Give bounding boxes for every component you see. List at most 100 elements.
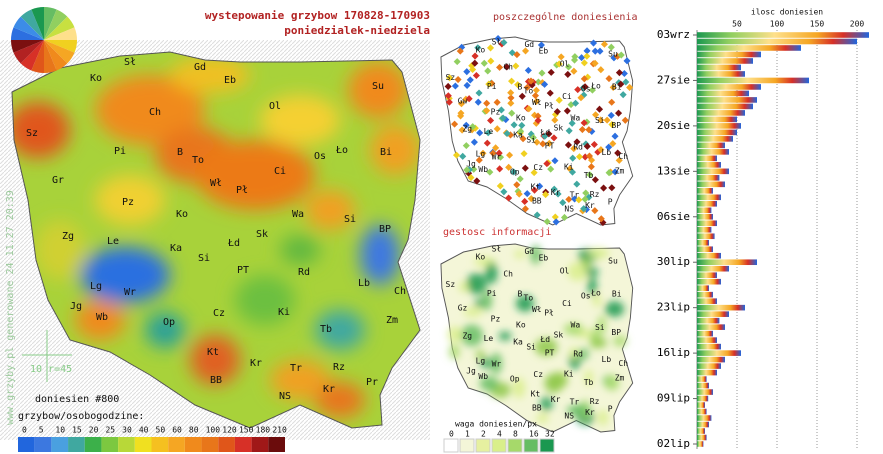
density-blob: [512, 377, 526, 399]
report-marker: [609, 140, 617, 148]
x-tick-label: 200: [850, 20, 865, 29]
bar: [697, 330, 713, 337]
city-label: BB: [210, 375, 222, 386]
city-label: PT: [545, 142, 555, 151]
report-marker: [452, 151, 461, 159]
legend-swatch: [51, 437, 69, 452]
report-marker: [466, 76, 474, 84]
legend-title: grzybow/osobogodzine:: [18, 411, 144, 422]
density-blob: [585, 267, 599, 277]
legend-swatch: [491, 438, 507, 453]
report-marker: [597, 146, 605, 154]
report-marker: [470, 138, 478, 146]
bar: [697, 239, 709, 246]
report-marker: [521, 197, 529, 206]
city-label: Kr: [323, 384, 335, 395]
report-marker: [578, 54, 586, 62]
legend-swatch: [201, 437, 219, 452]
density-blob: [475, 350, 486, 360]
report-marker: [499, 114, 507, 122]
report-marker: [568, 119, 576, 127]
legend-tick: 4: [497, 430, 502, 439]
bar: [697, 32, 869, 38]
city-label: BB: [532, 197, 542, 206]
report-marker: [589, 39, 598, 47]
report-marker: [617, 80, 625, 88]
legend-swatch: [251, 437, 269, 452]
density-blob: [540, 396, 553, 412]
report-marker: [533, 211, 541, 219]
report-marker: [503, 63, 511, 71]
city-label: Bi: [612, 83, 622, 92]
city-label: Cz: [533, 370, 543, 379]
city-label: Ka: [513, 338, 523, 347]
report-marker: [547, 68, 555, 76]
report-marker: [565, 127, 573, 135]
bar: [697, 343, 721, 350]
report-marker: [534, 116, 542, 125]
report-marker: [588, 86, 596, 94]
city-label: Ka: [513, 131, 523, 140]
bar: [697, 51, 761, 58]
density-blob: [569, 347, 579, 360]
legend-tick: 32: [545, 430, 555, 439]
legend-tick: 0: [22, 426, 27, 435]
city-label: Cz: [213, 308, 225, 319]
bar: [697, 272, 717, 279]
report-marker: [469, 65, 477, 74]
legend-tick: 8: [513, 430, 518, 439]
report-marker: [580, 205, 588, 213]
report-marker: [462, 121, 470, 129]
density-blob: [463, 307, 483, 317]
city-label: Si: [526, 136, 536, 145]
report-count: doniesien #800: [35, 394, 119, 405]
report-marker: [554, 190, 562, 198]
report-marker: [494, 34, 502, 43]
report-marker: [521, 205, 529, 213]
legend-swatch: [218, 437, 235, 452]
city-label: Ło: [590, 289, 601, 298]
report-marker: [451, 82, 459, 90]
report-marker: [580, 75, 588, 83]
bar: [697, 324, 725, 330]
city-label: Sz: [446, 73, 456, 82]
density-blob: [479, 376, 499, 392]
city-label: To: [524, 294, 534, 303]
report-marker: [607, 43, 615, 51]
report-marker: [541, 80, 549, 88]
report-marker: [591, 59, 599, 67]
legend: 0 5 10 15 20 25 30 40 50 60 80 100 120 150 180 210: [18, 426, 287, 452]
wheel-wedge: [13, 40, 45, 64]
city-label: Si: [344, 214, 356, 225]
y-tick-label: 23lip: [657, 301, 690, 314]
city-label: Sk: [554, 331, 564, 340]
city-label: Jg: [466, 367, 476, 376]
report-marker: [582, 189, 590, 197]
legend-swatch: [68, 437, 85, 452]
wheel-wedge: [20, 9, 44, 41]
report-marker: [615, 156, 623, 164]
city-label: Sz: [446, 280, 456, 289]
city-label: Wa: [292, 209, 304, 220]
density-blob: [613, 335, 627, 347]
city-label: Gd: [524, 40, 534, 49]
bar: [697, 285, 709, 291]
report-marker: [550, 134, 558, 142]
bar: [697, 136, 733, 142]
city-label: To: [524, 87, 534, 96]
report-marker: [551, 157, 559, 165]
city-label: Kr: [585, 408, 595, 417]
report-marker: [574, 86, 582, 94]
report-marker: [457, 112, 465, 120]
report-marker: [458, 126, 466, 134]
bar: [697, 97, 757, 103]
report-marker: [486, 168, 494, 176]
heat-layer: [12, 52, 420, 428]
city-label: Pi: [487, 289, 497, 298]
bar: [697, 421, 709, 428]
city-label: Pi: [114, 146, 126, 157]
city-label: Ka: [170, 243, 182, 254]
report-marker: [487, 57, 495, 65]
wheel-wedge: [44, 40, 77, 53]
report-marker: [583, 142, 591, 150]
